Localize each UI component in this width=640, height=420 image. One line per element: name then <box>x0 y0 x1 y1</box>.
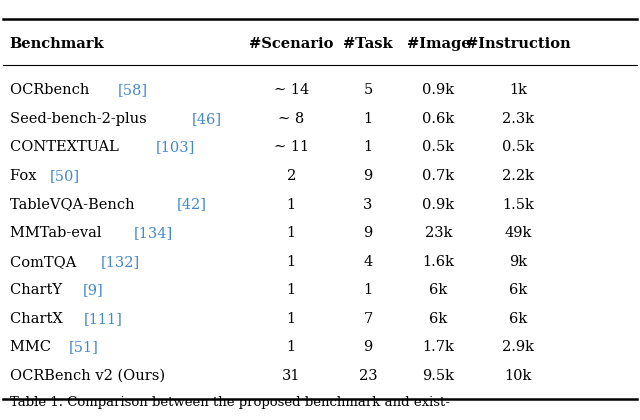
Text: 1: 1 <box>364 140 372 155</box>
Text: [50]: [50] <box>50 169 80 183</box>
Text: 2: 2 <box>287 169 296 183</box>
Text: [9]: [9] <box>83 283 104 297</box>
Text: 7: 7 <box>364 312 372 326</box>
Text: 31: 31 <box>282 369 300 383</box>
Text: 1: 1 <box>287 312 296 326</box>
Text: MMTab-eval: MMTab-eval <box>10 226 106 240</box>
Text: ChartX: ChartX <box>10 312 67 326</box>
Text: 9: 9 <box>364 340 372 354</box>
Text: 0.5k: 0.5k <box>422 140 454 155</box>
Text: 6k: 6k <box>509 283 527 297</box>
Text: 1: 1 <box>287 340 296 354</box>
Text: 2.2k: 2.2k <box>502 169 534 183</box>
Text: ∼ 11: ∼ 11 <box>274 140 308 155</box>
Text: 9k: 9k <box>509 255 527 269</box>
Text: [58]: [58] <box>118 83 148 97</box>
Text: 23: 23 <box>358 369 378 383</box>
Text: 0.6k: 0.6k <box>422 112 454 126</box>
Text: CONTEXTUAL: CONTEXTUAL <box>10 140 123 155</box>
Text: 1.7k: 1.7k <box>422 340 454 354</box>
Text: 0.7k: 0.7k <box>422 169 454 183</box>
Text: ChartY: ChartY <box>10 283 67 297</box>
Text: 9: 9 <box>364 226 372 240</box>
Text: #Image: #Image <box>406 37 470 51</box>
Text: [46]: [46] <box>192 112 222 126</box>
Text: ComTQA: ComTQA <box>10 255 81 269</box>
Text: 2.9k: 2.9k <box>502 340 534 354</box>
Text: 6k: 6k <box>509 312 527 326</box>
Text: 0.9k: 0.9k <box>422 83 454 97</box>
Text: 4: 4 <box>364 255 372 269</box>
Text: TableVQA-Bench: TableVQA-Bench <box>10 197 139 212</box>
Text: OCRBench v2 (Ours): OCRBench v2 (Ours) <box>10 369 164 383</box>
Text: #Scenario: #Scenario <box>249 37 333 51</box>
Text: [51]: [51] <box>68 340 99 354</box>
Text: 6k: 6k <box>429 283 447 297</box>
Text: 9: 9 <box>364 169 372 183</box>
Text: 23k: 23k <box>425 226 452 240</box>
Text: 0.9k: 0.9k <box>422 197 454 212</box>
Text: [103]: [103] <box>156 140 195 155</box>
Text: MMC: MMC <box>10 340 55 354</box>
Text: 1.5k: 1.5k <box>502 197 534 212</box>
Text: 1: 1 <box>287 255 296 269</box>
Text: [134]: [134] <box>134 226 173 240</box>
Text: 9.5k: 9.5k <box>422 369 454 383</box>
Text: #Instruction: #Instruction <box>466 37 571 51</box>
Text: Benchmark: Benchmark <box>10 37 104 51</box>
Text: 3: 3 <box>364 197 372 212</box>
Text: ∼ 8: ∼ 8 <box>278 112 305 126</box>
Text: [42]: [42] <box>177 197 206 212</box>
Text: 1k: 1k <box>509 83 527 97</box>
Text: 1: 1 <box>364 112 372 126</box>
Text: 1: 1 <box>287 226 296 240</box>
Text: ∼ 14: ∼ 14 <box>273 83 309 97</box>
Text: Seed-bench-2-plus: Seed-bench-2-plus <box>10 112 151 126</box>
Text: 1: 1 <box>364 283 372 297</box>
Text: 10k: 10k <box>505 369 532 383</box>
Text: 6k: 6k <box>429 312 447 326</box>
Text: [132]: [132] <box>101 255 140 269</box>
Text: 49k: 49k <box>505 226 532 240</box>
Text: 2.3k: 2.3k <box>502 112 534 126</box>
Text: OCRbench: OCRbench <box>10 83 93 97</box>
Text: 1: 1 <box>287 283 296 297</box>
Text: Table 1. Comparison between the proposed benchmark and exist-: Table 1. Comparison between the proposed… <box>10 396 449 409</box>
Text: [111]: [111] <box>84 312 122 326</box>
Text: Fox: Fox <box>10 169 41 183</box>
Text: 0.5k: 0.5k <box>502 140 534 155</box>
Text: #Task: #Task <box>343 37 393 51</box>
Text: 1.6k: 1.6k <box>422 255 454 269</box>
Text: 5: 5 <box>364 83 372 97</box>
Text: 1: 1 <box>287 197 296 212</box>
